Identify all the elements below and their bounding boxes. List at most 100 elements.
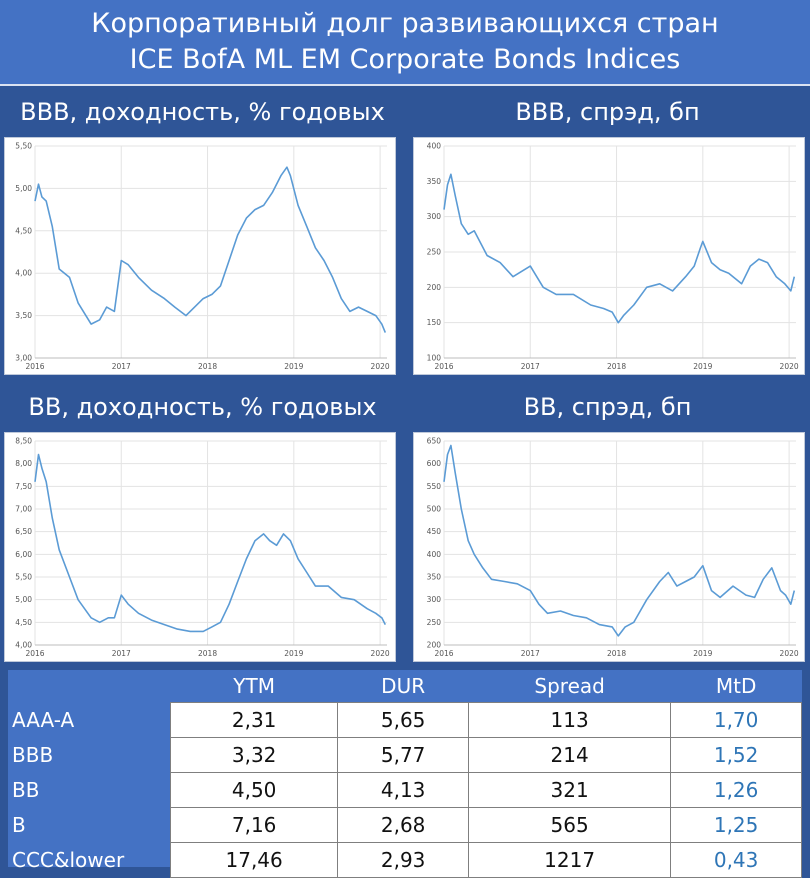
table-row: BB 4,50 4,13 321 1,26 — [8, 772, 802, 808]
x-tick-label: 2018 — [607, 649, 626, 658]
y-tick-label: 250 — [427, 248, 442, 257]
chart-bb-yield-plot: 4,00 4,50 5,00 5,50 6,00 6,50 7,00 7,50 8,00 8,50… — [15, 437, 390, 659]
y-tick-label: 150 — [427, 318, 442, 327]
y-tick-label: 4,50 — [15, 618, 32, 627]
y-tick-label: 300 — [427, 595, 442, 604]
y-tick-label: 5,00 — [15, 595, 32, 604]
y-tick-label: 200 — [427, 641, 442, 650]
row-label: BB — [12, 778, 40, 802]
page-subtitle: ICE BofA ML EM Corporate Bonds Indices — [129, 44, 681, 75]
cell-dur: 2,93 — [337, 842, 469, 878]
series-line — [34, 166, 387, 333]
series-line — [34, 453, 387, 633]
x-tick-label: 2018 — [198, 362, 217, 371]
y-tick-label: 4,00 — [15, 269, 32, 278]
y-tick-label: 350 — [427, 573, 442, 582]
cell-spread: 565 — [467, 807, 672, 843]
x-tick-label: 2019 — [284, 362, 303, 371]
header-empty — [8, 670, 171, 703]
header-dur: DUR — [381, 674, 426, 698]
chart-bb-spread-plot: 200 250 300 350 400 450 500 550 600 650 2016 2017 20… — [427, 437, 799, 659]
y-tick-label: 6,00 — [15, 550, 32, 559]
x-tick-label: 2020 — [780, 362, 799, 371]
cell-spread: 113 — [467, 702, 672, 738]
y-tick-label: 7,50 — [15, 482, 32, 491]
table-row: AAA-A 2,31 5,65 113 1,70 — [8, 702, 802, 738]
page-header: Корпоративный долг развивающихся стран I… — [0, 0, 810, 86]
header-ytm: YTM — [233, 674, 275, 698]
y-tick-label: 650 — [427, 437, 442, 446]
y-tick-label: 400 — [427, 142, 442, 151]
chart-title-bb-yield: BB, доходность, % годовых — [28, 393, 377, 421]
summary-table: YTM DUR Spread MtD AAA-A 2,31 5,65 113 1… — [8, 670, 802, 878]
x-tick-label: 2017 — [521, 649, 540, 658]
page-title: Корпоративный долг развивающихся стран — [91, 8, 719, 39]
x-tick-label: 2020 — [780, 649, 799, 658]
x-tick-label: 2018 — [607, 362, 626, 371]
table-header-row: YTM DUR Spread MtD — [8, 670, 802, 703]
x-tick-label: 2016 — [434, 362, 453, 371]
y-tick-label: 400 — [427, 550, 442, 559]
chart-title-bbb-spread: BBB, спрэд, бп — [515, 98, 700, 126]
row-label: AAA-A — [12, 708, 75, 732]
cell-dur: 5,65 — [337, 702, 469, 738]
header-spread: Spread — [534, 674, 605, 698]
cell-ytm: 2,31 — [169, 702, 339, 738]
cell-mtd: 1,70 — [670, 702, 802, 738]
y-tick-label: 350 — [427, 177, 442, 186]
header-mtd: MtD — [715, 674, 757, 698]
cell-spread: 1217 — [467, 842, 672, 878]
row-label: B — [12, 813, 26, 837]
cell-mtd: 0,43 — [670, 842, 802, 878]
y-tick-label: 5,50 — [15, 573, 32, 582]
y-tick-label: 500 — [427, 505, 442, 514]
y-tick-label: 3,00 — [15, 354, 32, 363]
chart-title-bbb-yield: BBB, доходность, % годовых — [20, 98, 385, 126]
y-tick-label: 3,50 — [15, 311, 32, 320]
chart-bbb-spread-plot: 100 150 200 250 300 350 400 2016 2017 2018 2019 202… — [427, 142, 799, 372]
y-tick-label: 5,50 — [15, 142, 32, 151]
table-row: B 7,16 2,68 565 1,25 — [8, 807, 802, 843]
series-line — [443, 444, 796, 637]
y-tick-label: 7,00 — [15, 505, 32, 514]
x-tick-label: 2016 — [25, 649, 44, 658]
cell-spread: 214 — [467, 737, 672, 773]
row-label: BBB — [12, 743, 54, 767]
chart-bbb-yield: 3,00 3,50 4,00 4,50 5,00 5,50 2016 2017 2018 2019… — [4, 137, 396, 375]
cell-spread: 321 — [467, 772, 672, 808]
x-tick-label: 2016 — [25, 362, 44, 371]
x-tick-label: 2017 — [112, 649, 131, 658]
y-tick-label: 6,50 — [15, 527, 32, 536]
y-tick-label: 600 — [427, 459, 442, 468]
cell-ytm: 7,16 — [169, 807, 339, 843]
cell-ytm: 4,50 — [169, 772, 339, 808]
x-tick-label: 2019 — [693, 362, 712, 371]
chart-bbb-yield-plot: 3,00 3,50 4,00 4,50 5,00 5,50 2016 2017 2018 2019… — [15, 142, 390, 372]
cell-mtd: 1,25 — [670, 807, 802, 843]
cell-ytm: 17,46 — [169, 842, 339, 878]
y-tick-label: 100 — [427, 354, 442, 363]
x-tick-label: 2018 — [198, 649, 217, 658]
y-tick-label: 250 — [427, 618, 442, 627]
cell-dur: 5,77 — [337, 737, 469, 773]
y-tick-label: 4,50 — [15, 226, 32, 235]
x-tick-label: 2020 — [371, 649, 390, 658]
y-tick-label: 450 — [427, 527, 442, 536]
y-tick-label: 550 — [427, 482, 442, 491]
x-tick-label: 2016 — [434, 649, 453, 658]
y-tick-label: 300 — [427, 212, 442, 221]
summary-table-panel: YTM DUR Spread MtD AAA-A 2,31 5,65 113 1… — [8, 670, 802, 878]
cell-mtd: 1,26 — [670, 772, 802, 808]
x-tick-label: 2019 — [693, 649, 712, 658]
cell-dur: 2,68 — [337, 807, 469, 843]
x-tick-label: 2019 — [284, 649, 303, 658]
y-tick-label: 4,00 — [15, 641, 32, 650]
y-tick-label: 200 — [427, 283, 442, 292]
table-row: BBB 3,32 5,77 214 1,52 — [8, 737, 802, 773]
chart-title-bb-spread: BB, спрэд, бп — [523, 393, 692, 421]
y-tick-label: 8,00 — [15, 459, 32, 468]
row-label: CCC&lower — [12, 848, 125, 872]
y-tick-label: 8,50 — [15, 437, 32, 446]
y-tick-label: 5,00 — [15, 184, 32, 193]
x-tick-label: 2020 — [371, 362, 390, 371]
